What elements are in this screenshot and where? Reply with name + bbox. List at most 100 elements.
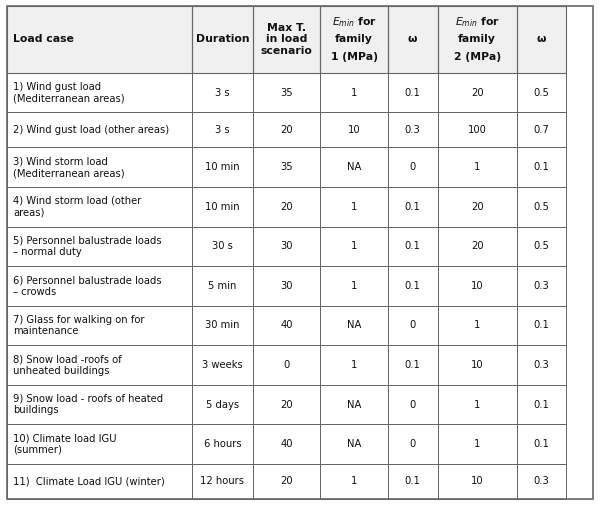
Bar xyxy=(437,112,517,147)
Bar xyxy=(320,227,388,266)
Text: family: family xyxy=(458,34,496,44)
Bar xyxy=(517,306,566,345)
Bar xyxy=(191,424,253,464)
Text: 0: 0 xyxy=(410,439,416,449)
Bar xyxy=(517,6,566,73)
Bar xyxy=(517,464,566,499)
Bar xyxy=(517,464,566,499)
Bar xyxy=(388,147,437,187)
Bar xyxy=(320,385,388,424)
Bar xyxy=(320,112,388,147)
Bar xyxy=(388,227,437,266)
Text: 10 min: 10 min xyxy=(205,162,240,172)
Bar xyxy=(320,424,388,464)
Bar xyxy=(320,6,388,73)
Text: 20: 20 xyxy=(281,399,293,410)
Text: 0.1: 0.1 xyxy=(533,320,550,330)
Bar xyxy=(517,227,566,266)
Bar xyxy=(191,345,253,385)
Bar xyxy=(437,464,517,499)
Text: 0: 0 xyxy=(410,399,416,410)
Bar xyxy=(253,187,320,227)
Bar xyxy=(320,464,388,499)
Bar xyxy=(7,6,191,73)
Bar xyxy=(388,73,437,112)
Bar xyxy=(191,6,253,73)
Bar xyxy=(253,112,320,147)
Bar xyxy=(437,345,517,385)
Text: 1 (MPa): 1 (MPa) xyxy=(331,52,377,62)
Text: 5 days: 5 days xyxy=(206,399,239,410)
Text: 0.3: 0.3 xyxy=(533,281,550,291)
Bar xyxy=(7,266,191,306)
Bar xyxy=(7,147,191,187)
Text: 0.1: 0.1 xyxy=(533,162,550,172)
Bar xyxy=(320,6,388,73)
Bar xyxy=(437,424,517,464)
Bar xyxy=(437,73,517,112)
Text: 0.1: 0.1 xyxy=(533,439,550,449)
Text: 0.3: 0.3 xyxy=(533,360,550,370)
Bar xyxy=(437,385,517,424)
Bar xyxy=(253,147,320,187)
Bar xyxy=(437,147,517,187)
Bar xyxy=(253,147,320,187)
Bar xyxy=(517,266,566,306)
Text: 6 hours: 6 hours xyxy=(203,439,241,449)
Bar xyxy=(517,147,566,187)
Text: 30: 30 xyxy=(281,241,293,251)
Bar xyxy=(320,306,388,345)
Bar xyxy=(253,227,320,266)
Text: 2 (MPa): 2 (MPa) xyxy=(454,52,501,62)
Bar xyxy=(388,345,437,385)
Text: 1: 1 xyxy=(474,399,481,410)
Bar xyxy=(437,424,517,464)
Bar xyxy=(388,187,437,227)
Bar xyxy=(253,6,320,73)
Bar xyxy=(7,306,191,345)
Bar xyxy=(517,345,566,385)
Text: NA: NA xyxy=(347,162,361,172)
Text: 0.7: 0.7 xyxy=(533,125,550,135)
Bar xyxy=(7,112,191,147)
Text: ω: ω xyxy=(537,34,547,44)
Bar xyxy=(320,266,388,306)
Bar xyxy=(191,385,253,424)
Text: 20: 20 xyxy=(281,202,293,212)
Bar xyxy=(517,112,566,147)
Bar xyxy=(320,345,388,385)
Bar xyxy=(191,306,253,345)
Text: 8) Snow load -roofs of
unheated buildings: 8) Snow load -roofs of unheated building… xyxy=(13,354,122,376)
Text: 30 s: 30 s xyxy=(212,241,233,251)
Text: 12 hours: 12 hours xyxy=(200,476,244,486)
Bar xyxy=(517,73,566,112)
Text: 20: 20 xyxy=(471,202,484,212)
Bar xyxy=(7,112,191,147)
Bar xyxy=(253,345,320,385)
Text: 6) Personnel balustrade loads
– crowds: 6) Personnel balustrade loads – crowds xyxy=(13,275,162,296)
Bar xyxy=(320,187,388,227)
Text: 1: 1 xyxy=(474,162,481,172)
Bar xyxy=(253,464,320,499)
Bar xyxy=(191,464,253,499)
Text: Duration: Duration xyxy=(196,34,249,44)
Text: 20: 20 xyxy=(281,125,293,135)
Text: 0.1: 0.1 xyxy=(405,241,421,251)
Bar xyxy=(253,385,320,424)
Bar xyxy=(7,464,191,499)
Text: 3 weeks: 3 weeks xyxy=(202,360,243,370)
Bar xyxy=(388,424,437,464)
Bar xyxy=(7,306,191,345)
Text: 40: 40 xyxy=(281,320,293,330)
Text: 4) Wind storm load (other
areas): 4) Wind storm load (other areas) xyxy=(13,196,142,218)
Text: 10: 10 xyxy=(471,476,484,486)
Bar xyxy=(7,345,191,385)
Text: 0.1: 0.1 xyxy=(405,360,421,370)
Bar xyxy=(253,187,320,227)
Bar xyxy=(191,385,253,424)
Bar xyxy=(437,6,517,73)
Bar xyxy=(7,227,191,266)
Bar xyxy=(191,73,253,112)
Bar xyxy=(388,187,437,227)
Text: 0: 0 xyxy=(410,162,416,172)
